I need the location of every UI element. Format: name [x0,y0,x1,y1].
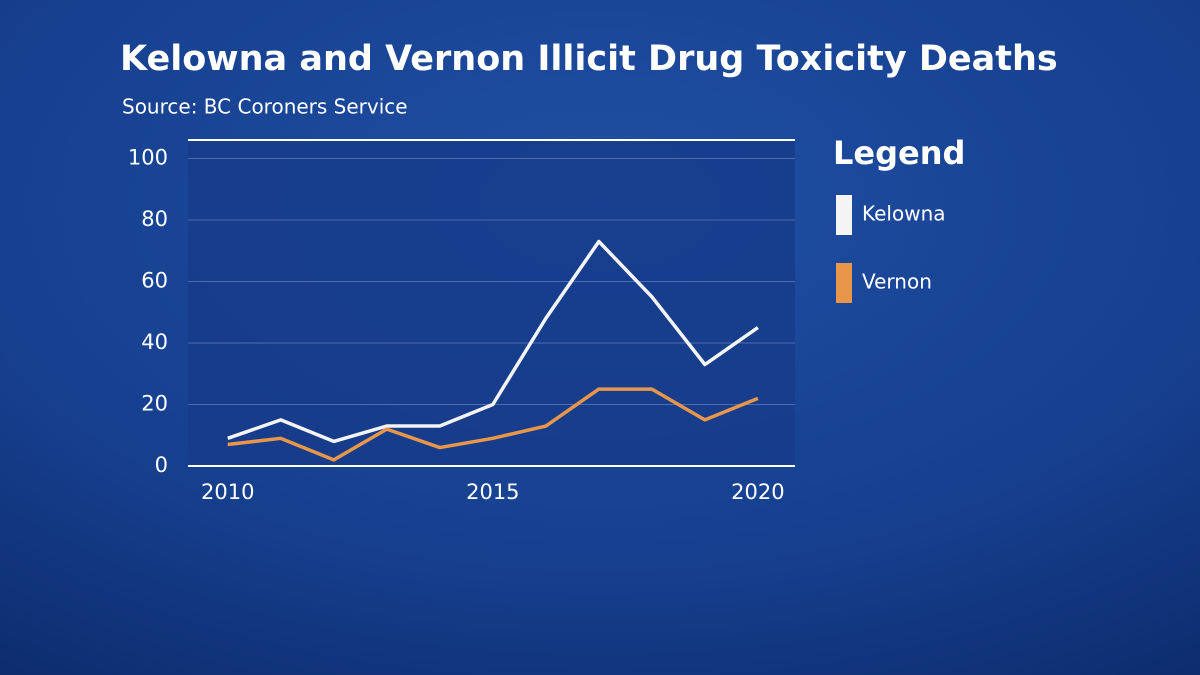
legend-swatch [836,195,852,235]
chart-subtitle: Source: BC Coroners Service [122,95,408,119]
y-tick-label: 100 [128,145,168,169]
legend-label: Vernon [862,270,932,294]
legend-title: Legend [833,134,965,172]
y-tick-label: 60 [141,268,168,292]
y-tick-label: 40 [141,330,168,354]
series-line [227,387,759,462]
series-line [227,239,759,444]
x-tick-label: 2015 [466,480,519,504]
y-tick-label: 20 [141,391,168,415]
x-tick-label: 2010 [201,480,254,504]
chart-title: Kelowna and Vernon Illicit Drug Toxicity… [120,39,1058,79]
y-tick-label: 0 [155,453,168,477]
legend-label: Kelowna [862,202,946,226]
x-tick-label: 2020 [731,480,784,504]
y-tick-label: 80 [141,207,168,231]
legend-swatch [836,263,852,303]
plot-area [188,140,795,466]
